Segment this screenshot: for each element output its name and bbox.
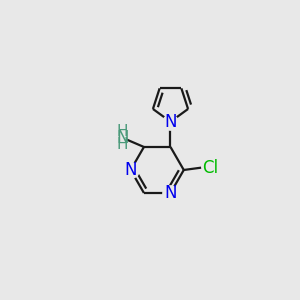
Text: H: H	[117, 124, 128, 139]
Text: N: N	[116, 129, 129, 147]
Text: N: N	[164, 184, 177, 202]
Text: Cl: Cl	[202, 159, 218, 177]
Text: H: H	[117, 137, 128, 152]
Text: N: N	[164, 113, 177, 131]
Text: N: N	[124, 161, 137, 179]
